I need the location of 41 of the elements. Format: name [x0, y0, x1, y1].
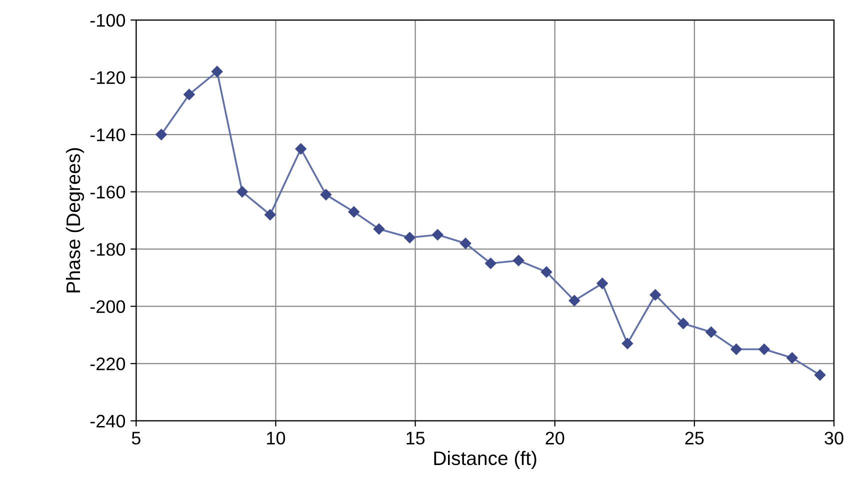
- point: [264, 209, 276, 220]
- point: [404, 232, 416, 244]
- point: [156, 128, 167, 140]
- y-tick-label: -200: [90, 300, 126, 314]
- point: [295, 143, 306, 154]
- point: [786, 352, 798, 364]
- y-tick-label: -180: [90, 243, 126, 256]
- point: [320, 189, 332, 200]
- y-tick-label: -100: [90, 14, 126, 27]
- y-tick-label: -120: [90, 71, 126, 84]
- y-tick-label: -240: [90, 414, 126, 428]
- point: [512, 254, 524, 266]
- y-axis-title: Phase (Degrees): [66, 148, 84, 292]
- x-tick-label: 10: [267, 432, 286, 445]
- point: [678, 318, 689, 330]
- x-tick-label: 15: [406, 432, 425, 445]
- point: [568, 294, 580, 306]
- point: [432, 229, 444, 240]
- point: [184, 88, 195, 100]
- point: [460, 238, 472, 249]
- y-tick-label: -140: [90, 128, 126, 142]
- point: [814, 369, 826, 381]
- point: [540, 266, 552, 278]
- point: [758, 344, 770, 355]
- point: [706, 326, 717, 338]
- point: [596, 278, 608, 290]
- point: [373, 223, 385, 235]
- point: [212, 66, 223, 78]
- point: [485, 258, 496, 269]
- y-tick-label: -160: [90, 186, 126, 199]
- x-tick-label: 5: [132, 432, 140, 445]
- y-tick-label: -220: [90, 358, 126, 370]
- x-axis-title: Distance (ft): [434, 450, 536, 469]
- x-tick-label: 25: [685, 432, 704, 445]
- x-tick-label: 20: [546, 432, 564, 445]
- point: [236, 186, 248, 198]
- point: [650, 289, 661, 300]
- point: [622, 338, 634, 350]
- point: [730, 344, 742, 355]
- point: [348, 206, 360, 218]
- x-tick-label: 30: [824, 432, 844, 445]
